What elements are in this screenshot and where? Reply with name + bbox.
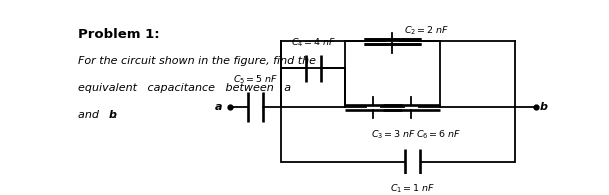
Text: equivalent   capacitance   between   a: equivalent capacitance between a [79, 83, 292, 93]
Text: $C_4 = 4\ nF$: $C_4 = 4\ nF$ [290, 36, 336, 49]
Text: $C_1 = 1\ nF$: $C_1 = 1\ nF$ [390, 183, 435, 195]
Text: $C_3 = 3\ nF$: $C_3 = 3\ nF$ [371, 129, 417, 141]
Text: $C_2 = 2\ nF$: $C_2 = 2\ nF$ [404, 25, 449, 37]
Text: and: and [79, 111, 103, 121]
Text: a: a [215, 103, 222, 113]
Text: $C_5 = 5\ nF$: $C_5 = 5\ nF$ [233, 74, 278, 86]
Text: b: b [540, 103, 548, 113]
Text: $C_6 = 6\ nF$: $C_6 = 6\ nF$ [416, 129, 462, 141]
Text: Problem 1:: Problem 1: [79, 28, 160, 41]
Text: .: . [113, 111, 116, 121]
Text: b: b [108, 111, 116, 121]
Text: For the circuit shown in the figure, find the: For the circuit shown in the figure, fin… [79, 56, 317, 66]
